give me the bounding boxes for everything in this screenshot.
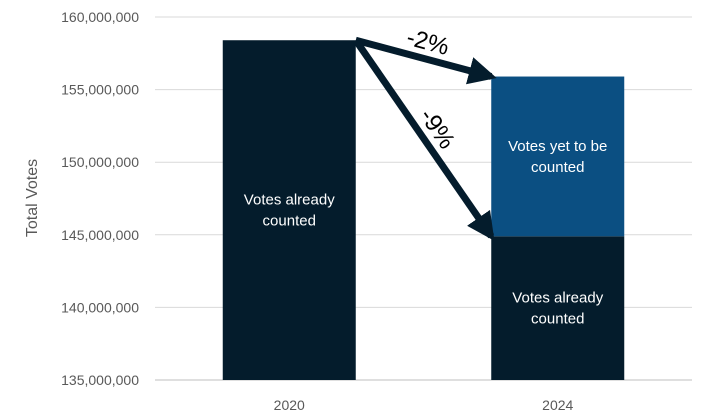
y-tick-label: 145,000,000 xyxy=(61,227,139,243)
change-arrow xyxy=(352,38,495,241)
y-tick-label: 150,000,000 xyxy=(61,154,139,170)
y-axis-title: Total Votes xyxy=(24,159,41,237)
bar-segment-label: Votes yet to be xyxy=(508,138,607,155)
bar-segment-2020 xyxy=(222,40,356,381)
bar-segment-label: counted xyxy=(531,159,584,176)
y-tick-label: 140,000,000 xyxy=(61,299,139,315)
x-tick-label: 2024 xyxy=(542,397,573,413)
bar-segment-label: counted xyxy=(263,213,316,230)
bar-segment-label: Votes already xyxy=(512,290,603,307)
x-tick-label: 2020 xyxy=(274,397,305,413)
percent-change-label: -9% xyxy=(414,104,460,154)
change-arrow xyxy=(354,36,497,85)
y-tick-label: 160,000,000 xyxy=(61,9,139,25)
y-tick-label: 135,000,000 xyxy=(61,372,139,388)
bar-segment-2024 xyxy=(491,236,625,380)
y-tick-label: 155,000,000 xyxy=(61,82,139,98)
bar-segment-label: counted xyxy=(531,311,584,328)
bar-segment-label: Votes already xyxy=(244,192,335,209)
bar-segment-2024 xyxy=(491,76,625,237)
